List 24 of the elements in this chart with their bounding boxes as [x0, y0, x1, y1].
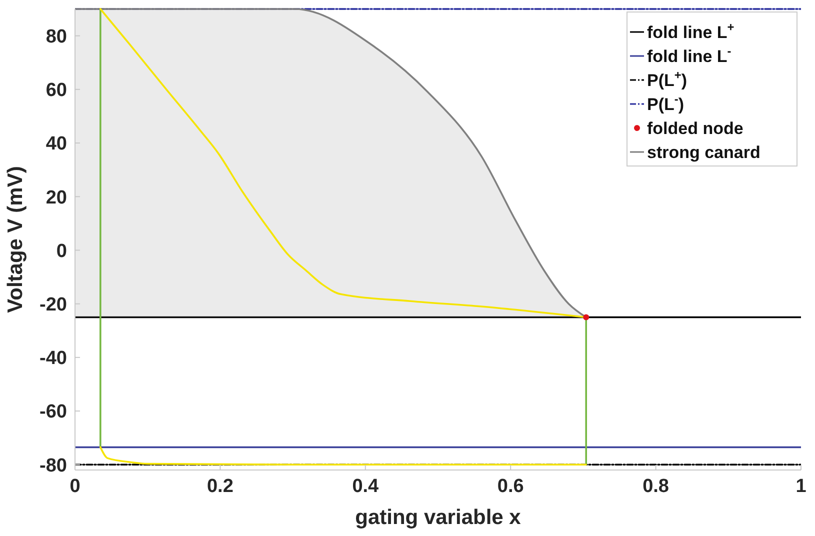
y-tick-label: -60 [40, 402, 67, 423]
x-axis-title: gating variable x [355, 506, 522, 529]
y-tick-label: -20 [40, 294, 67, 316]
y-tick-label: -40 [40, 348, 67, 370]
y-tick-label: -80 [40, 455, 67, 476]
y-tick-label: 40 [46, 134, 67, 155]
y-tick-label: 60 [46, 80, 67, 102]
legend-label: fold line L$^{+}$ [647, 20, 734, 42]
x-tick-label: 0.6 [497, 476, 524, 497]
legend-label: folded node [647, 118, 744, 138]
x-tick-label: 0.4 [352, 476, 380, 497]
line-series [100, 446, 588, 466]
y-tick-label: 20 [46, 187, 67, 208]
y-axis-title: Voltage V (mV) [4, 166, 27, 313]
y-tick-label: 80 [46, 26, 67, 48]
legend-label: fold line L$^{-}$ [647, 44, 732, 66]
legend-label: strong canard [647, 142, 760, 162]
x-tick-label: 0.2 [206, 476, 234, 497]
x-tick-label: 0 [70, 476, 80, 497]
x-tick-label: 1 [796, 476, 807, 497]
y-tick-label: 0 [56, 240, 67, 262]
legend-label: P(L$^{-}$) [647, 92, 684, 114]
x-tick-label: 0.8 [642, 476, 670, 497]
legend-label: P(L$^{+}$) [647, 68, 688, 90]
